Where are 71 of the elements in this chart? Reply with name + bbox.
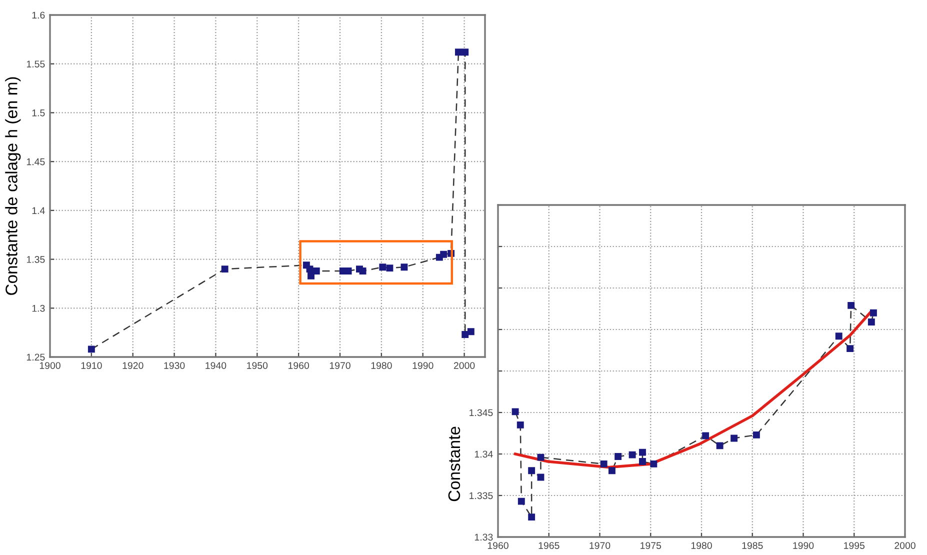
point bbox=[308, 272, 314, 280]
y-tick-label: 1.25 bbox=[26, 354, 45, 361]
x-tick-label: 1930 bbox=[164, 362, 185, 369]
y-tick-label: 1.6 bbox=[32, 12, 45, 19]
x-tick-label: 1960 bbox=[488, 542, 508, 549]
point bbox=[312, 268, 320, 274]
x-tick-label: 2000 bbox=[454, 362, 475, 369]
point bbox=[221, 266, 228, 273]
point bbox=[600, 460, 608, 468]
y-tick-label: 1.35 bbox=[26, 256, 45, 263]
x-tick-label: 1990 bbox=[793, 542, 814, 549]
point bbox=[730, 434, 738, 442]
point bbox=[628, 451, 636, 458]
point bbox=[614, 453, 622, 460]
x-tick-label: 1910 bbox=[81, 362, 102, 369]
x-tick-label: 1970 bbox=[590, 542, 610, 549]
y-tick-label: 1.5 bbox=[32, 110, 45, 116]
point bbox=[650, 460, 658, 468]
x-tick-label: 1980 bbox=[691, 542, 712, 549]
point bbox=[848, 302, 855, 309]
point bbox=[516, 421, 524, 428]
x-tick-label: 1985 bbox=[742, 542, 763, 549]
point bbox=[462, 331, 469, 338]
y-tick-label: 1.345 bbox=[470, 409, 493, 416]
point bbox=[537, 474, 544, 481]
x-tick-label: 1995 bbox=[844, 542, 865, 549]
point bbox=[455, 48, 462, 56]
y-tick-label: 1.3 bbox=[32, 304, 45, 312]
y-tick-label: 1.335 bbox=[470, 492, 493, 500]
point bbox=[88, 346, 95, 353]
point bbox=[359, 268, 366, 274]
y-axis-title: Constante de calage h (en m) bbox=[5, 77, 21, 295]
point bbox=[462, 48, 469, 56]
point bbox=[537, 454, 544, 461]
point bbox=[870, 309, 877, 316]
point bbox=[716, 442, 724, 450]
point bbox=[639, 458, 646, 465]
point bbox=[386, 264, 394, 272]
x-tick-label: 1960 bbox=[288, 362, 310, 369]
x-tick-label: 1970 bbox=[330, 362, 350, 369]
y-tick-label: 1.45 bbox=[26, 158, 45, 166]
point bbox=[440, 250, 448, 258]
y-tick-label: 1.33 bbox=[474, 534, 493, 541]
y-tick-label: 1.34 bbox=[474, 450, 493, 458]
point bbox=[702, 432, 710, 440]
point bbox=[467, 328, 474, 336]
point bbox=[528, 467, 536, 474]
y-tick-label: 1.55 bbox=[26, 60, 45, 68]
x-tick-label: 1965 bbox=[538, 542, 560, 549]
x-tick-label: 1990 bbox=[412, 362, 434, 369]
point bbox=[868, 318, 875, 326]
point bbox=[379, 264, 386, 271]
point bbox=[639, 448, 646, 456]
y-tick-label: 1.4 bbox=[32, 207, 45, 214]
point bbox=[518, 498, 525, 505]
point bbox=[400, 264, 408, 271]
point bbox=[846, 345, 854, 352]
point bbox=[512, 408, 519, 416]
y-axis-title: Constante bbox=[448, 426, 460, 502]
point bbox=[835, 332, 842, 340]
point bbox=[306, 266, 314, 273]
point bbox=[608, 467, 616, 474]
x-tick-label: 1950 bbox=[247, 362, 268, 369]
point bbox=[528, 514, 536, 521]
x-tick-label: 1900 bbox=[40, 362, 60, 369]
point bbox=[752, 431, 760, 438]
x-tick-label: 1975 bbox=[640, 542, 662, 549]
x-tick-label: 1940 bbox=[206, 362, 226, 369]
x-tick-label: 1980 bbox=[371, 362, 392, 369]
x-tick-label: 2000 bbox=[894, 542, 916, 549]
x-tick-label: 1920 bbox=[122, 362, 144, 369]
